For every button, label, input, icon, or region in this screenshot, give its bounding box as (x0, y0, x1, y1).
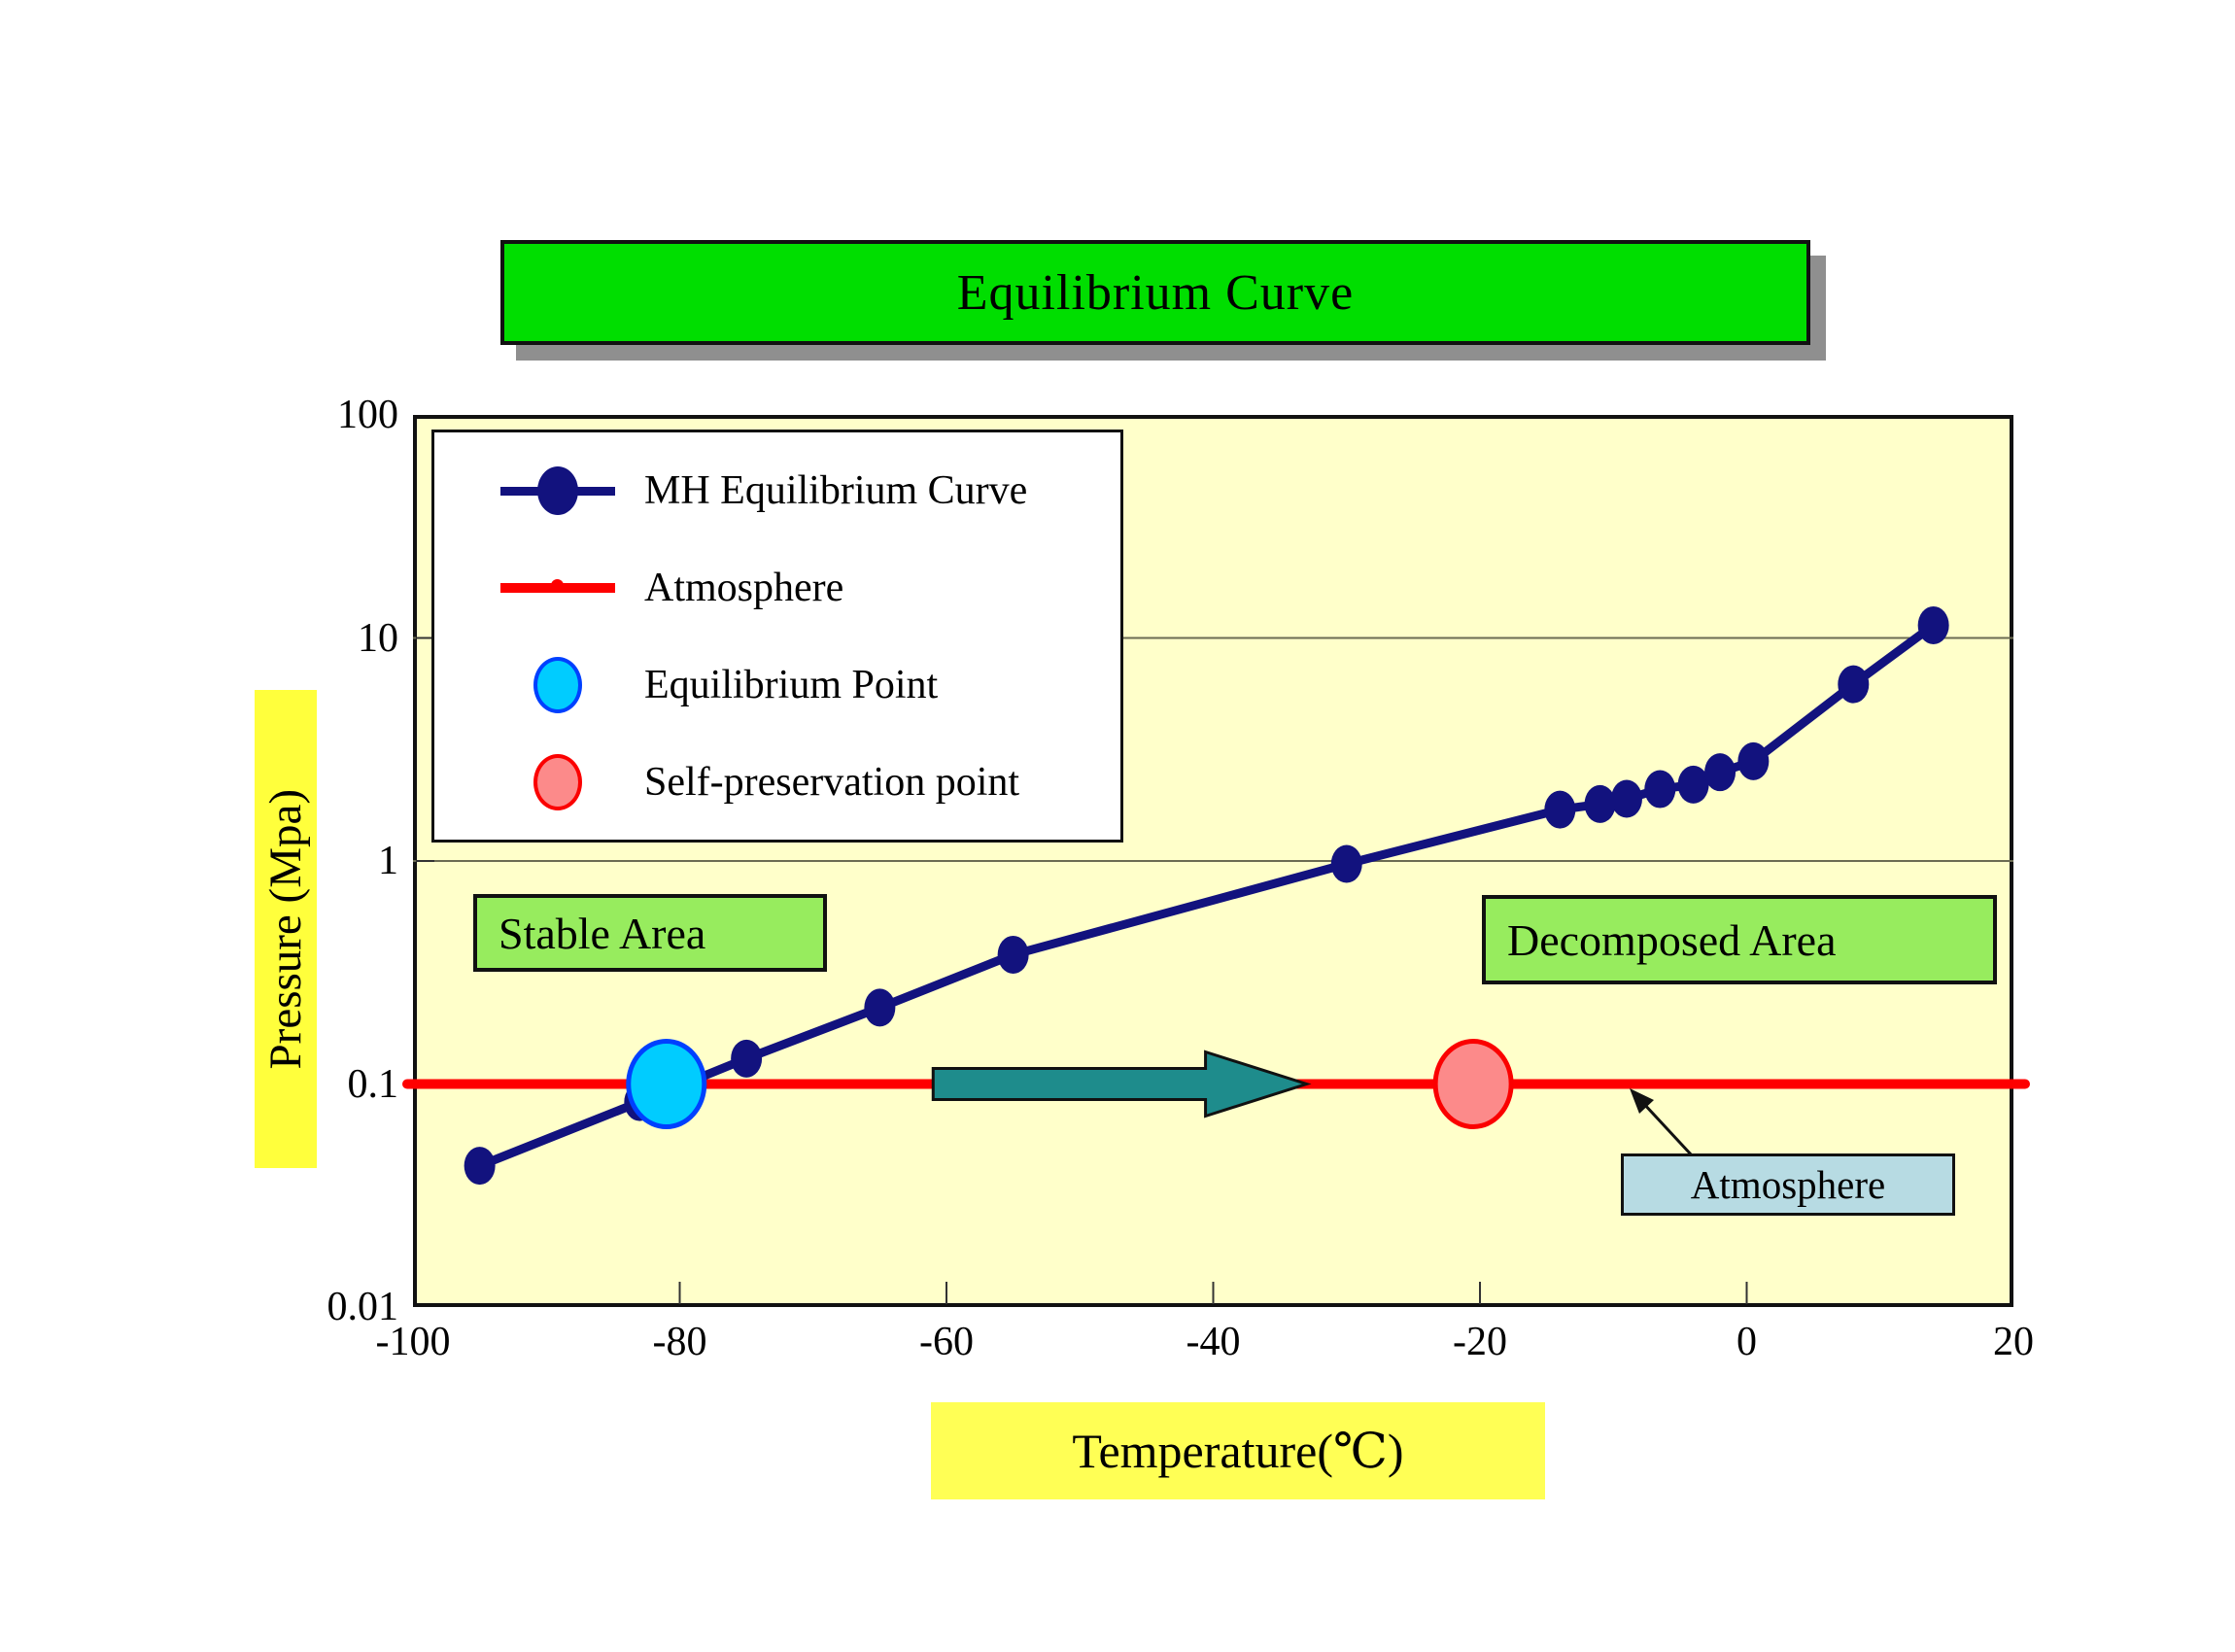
self-preservation-point-marker (1432, 1039, 1514, 1129)
curve-data-point (1838, 665, 1870, 704)
y-tick-label: 100 (337, 393, 398, 437)
page-title: Equilibrium Curve (956, 264, 1355, 321)
decomposed-area-label: Decomposed Area (1482, 895, 1997, 984)
y-tick-label: 10 (358, 615, 398, 661)
x-tick-label: -40 (1186, 1320, 1241, 1364)
cyan-circle-swatch (500, 656, 615, 714)
curve-data-point (1584, 784, 1616, 823)
legend-item-equilibrium-point: Equilibrium Point (434, 637, 1120, 734)
x-tick-label: -20 (1453, 1320, 1507, 1364)
navy-line-dot-swatch (500, 462, 615, 520)
legend-item-mh-equilibrium-curve: MH Equilibrium Curve (434, 442, 1120, 539)
stable-area-label: Stable Area (473, 894, 827, 972)
x-tick-label: -100 (375, 1320, 451, 1364)
y-axis-title-text: Pressure (Mpa) (260, 788, 311, 1070)
curve-data-point (1544, 790, 1576, 829)
x-tick-label: -60 (919, 1320, 974, 1364)
legend-label: Self-preservation point (644, 760, 1020, 805)
x-tick-label: -80 (652, 1320, 707, 1364)
legend: MH Equilibrium Curve Atmosphere Equilibr… (431, 430, 1123, 843)
curve-data-point (864, 988, 896, 1027)
red-dot-icon (551, 579, 564, 592)
cyan-circle-icon (533, 657, 582, 713)
x-axis-title-text: Temperature(℃) (1072, 1424, 1404, 1478)
atmosphere-annotation-box: Atmosphere (1621, 1153, 1955, 1216)
y-tick-label: 1 (378, 839, 398, 883)
curve-data-point (1610, 779, 1642, 818)
curve-data-point (464, 1147, 496, 1186)
red-line-swatch (500, 559, 615, 617)
annotation-arrow-line (1640, 1100, 1694, 1157)
curve-data-point (731, 1039, 763, 1078)
navy-dot-icon (537, 466, 578, 515)
pink-circle-swatch (500, 753, 615, 811)
legend-label: Atmosphere (644, 566, 844, 610)
transition-arrow (931, 1050, 1312, 1119)
curve-data-point (1917, 605, 1949, 644)
stable-area-text: Stable Area (499, 908, 706, 958)
legend-label: MH Equilibrium Curve (644, 468, 1028, 513)
x-tick-label: 0 (1736, 1320, 1757, 1364)
curve-data-point (1704, 753, 1736, 792)
curve-data-point (1677, 765, 1709, 804)
curve-data-point (1644, 770, 1676, 809)
equilibrium-point-marker (626, 1039, 707, 1129)
x-axis-title: Temperature(℃) (931, 1402, 1545, 1499)
legend-label: Equilibrium Point (644, 663, 939, 707)
x-tick-label: 20 (1993, 1320, 2034, 1364)
curve-data-point (1330, 844, 1362, 883)
atmosphere-annotation-text: Atmosphere (1690, 1162, 1886, 1207)
curve-data-point (997, 935, 1029, 974)
legend-item-self-preservation-point: Self-preservation point (434, 734, 1120, 831)
y-axis-title: Pressure (Mpa) (255, 690, 317, 1168)
legend-item-atmosphere: Atmosphere (434, 539, 1120, 637)
annotation-arrow-head (1630, 1088, 1654, 1114)
y-tick-label: 0.01 (327, 1285, 399, 1329)
pink-circle-icon (533, 754, 582, 810)
curve-data-point (1737, 741, 1770, 780)
y-tick-label: 0.1 (347, 1061, 399, 1107)
title-banner: Equilibrium Curve (500, 240, 1810, 345)
decomposed-area-text: Decomposed Area (1507, 914, 1837, 965)
